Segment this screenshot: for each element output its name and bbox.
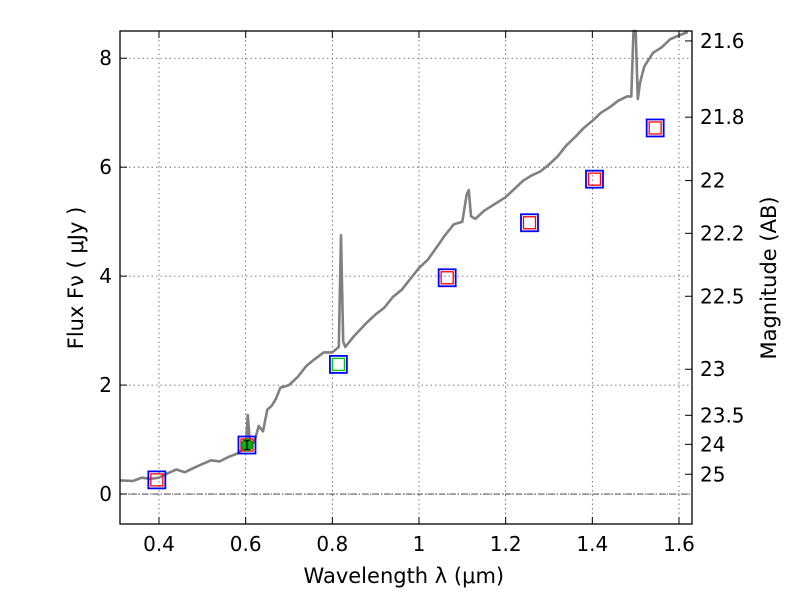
photometry-square: [585, 169, 604, 189]
photometry-square: [237, 435, 257, 455]
x-tick-label: 1.2: [490, 532, 522, 556]
spectrum-group: [119, 29, 689, 483]
photometry-square: [147, 470, 167, 490]
x-tick-label: 1.4: [576, 532, 608, 556]
photometry-square: [328, 354, 348, 374]
x-tick-label: 0.4: [143, 532, 175, 556]
y-tick-label: 0: [99, 482, 112, 506]
photometry-square: [520, 213, 539, 233]
photometry-inner-square: [522, 216, 537, 230]
x-tick-label: 0.6: [230, 532, 262, 556]
x-tick-label: 1: [413, 532, 426, 556]
x-tick-label: 0.8: [316, 532, 348, 556]
y2-axis-title: Magnitude (AB): [757, 196, 781, 359]
photometry-inner-square: [587, 172, 602, 186]
y-tick-label: 2: [99, 373, 112, 397]
mag-tick-label: 24: [700, 432, 725, 456]
photometry-square: [645, 118, 665, 138]
mag-tick-label: 21.8: [700, 105, 745, 129]
photometry-inner-square: [150, 473, 164, 487]
labels-group: 0.4 0.6 0.8 1 1.2 1.4 1.60246821.621.82222.222…: [64, 29, 781, 588]
plot-frame: [119, 30, 693, 525]
spectrum-line: [119, 29, 689, 483]
photometry-square: [437, 268, 457, 288]
y-axis-title: Flux Fν ( μJy ): [64, 207, 88, 350]
plot-background: [120, 31, 692, 524]
mag-tick-label: 22: [700, 169, 725, 193]
mag-tick-label: 22.2: [700, 221, 745, 245]
y-tick-label: 4: [99, 264, 112, 288]
mag-tick-label: 23: [700, 357, 725, 381]
photometry-inner-square: [440, 271, 454, 285]
y-tick-label: 6: [99, 155, 112, 179]
photometry-inner-square: [331, 357, 346, 372]
mag-tick-label: 23.5: [700, 403, 745, 427]
photometry-inner-square: [648, 121, 662, 135]
mag-tick-label: 21.6: [700, 29, 745, 53]
x-axis-title: Wavelength λ (μm): [304, 564, 505, 588]
mag-tick-label: 22.5: [700, 284, 745, 308]
ticks-group: [120, 31, 692, 524]
mag-tick-label: 25: [700, 462, 725, 486]
y-tick-label: 8: [99, 46, 112, 70]
x-tick-label: 1.6: [663, 532, 695, 556]
markers-group: [147, 118, 665, 490]
